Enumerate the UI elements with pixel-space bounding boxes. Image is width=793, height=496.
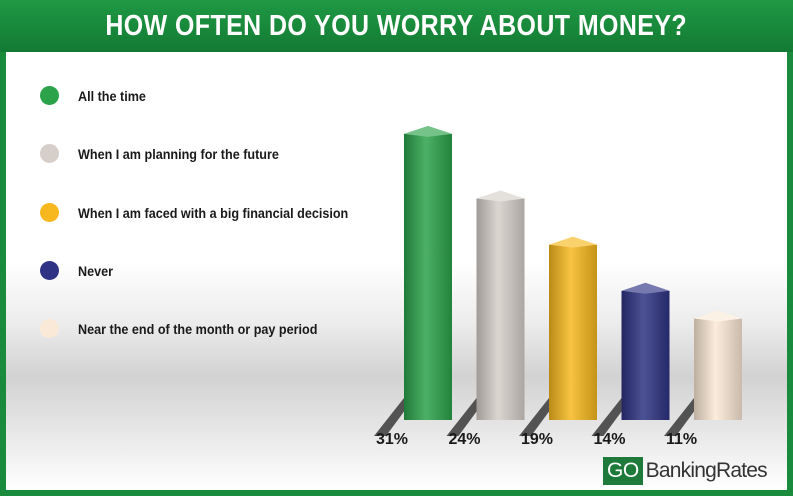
legend-swatch xyxy=(40,261,59,280)
bar xyxy=(549,244,597,420)
bar-cap xyxy=(476,190,525,202)
legend-swatch xyxy=(40,203,59,222)
legend-label: Never xyxy=(78,262,114,279)
bar xyxy=(476,198,525,420)
legend-item-financial-decision: When I am faced with a big financial dec… xyxy=(40,203,378,222)
legend-label: Near the end of the month or pay period xyxy=(78,320,318,337)
legend-swatch xyxy=(40,319,59,338)
bar-value-label: 14% xyxy=(594,431,626,448)
legend-label: All the time xyxy=(78,87,146,104)
bar xyxy=(404,133,452,420)
bar-value-label: 19% xyxy=(521,431,553,448)
legend-item-end-of-month: Near the end of the month or pay period xyxy=(40,319,344,338)
chart-title: HOW OFTEN DO YOU WORRY ABOUT MONEY? xyxy=(105,9,688,42)
bar-value-label: 24% xyxy=(449,431,481,448)
legend-swatch xyxy=(40,86,59,105)
legend-item-never: Never xyxy=(40,261,117,280)
legend-label: When I am planning for the future xyxy=(78,145,279,162)
legend-item-all-the-time: All the time xyxy=(40,86,153,105)
bar-cap xyxy=(694,310,742,322)
logo-bankingrates: BankingRates xyxy=(645,459,768,482)
legend-item-planning-future: When I am planning for the future xyxy=(40,144,301,163)
bar-value-label: 31% xyxy=(376,431,408,448)
gobankingrates-logo: GO BankingRates xyxy=(603,457,768,485)
bar-cap xyxy=(404,125,452,137)
bar-cap xyxy=(621,282,670,294)
logo-go: GO xyxy=(603,457,643,485)
title-bar: HOW OFTEN DO YOU WORRY ABOUT MONEY? xyxy=(0,0,793,52)
legend-swatch xyxy=(40,144,59,163)
bar xyxy=(621,290,670,420)
bar-cap xyxy=(549,236,597,248)
bar-value-label: 11% xyxy=(666,431,697,448)
bar xyxy=(694,318,742,420)
legend-label: When I am faced with a big financial dec… xyxy=(78,204,349,221)
